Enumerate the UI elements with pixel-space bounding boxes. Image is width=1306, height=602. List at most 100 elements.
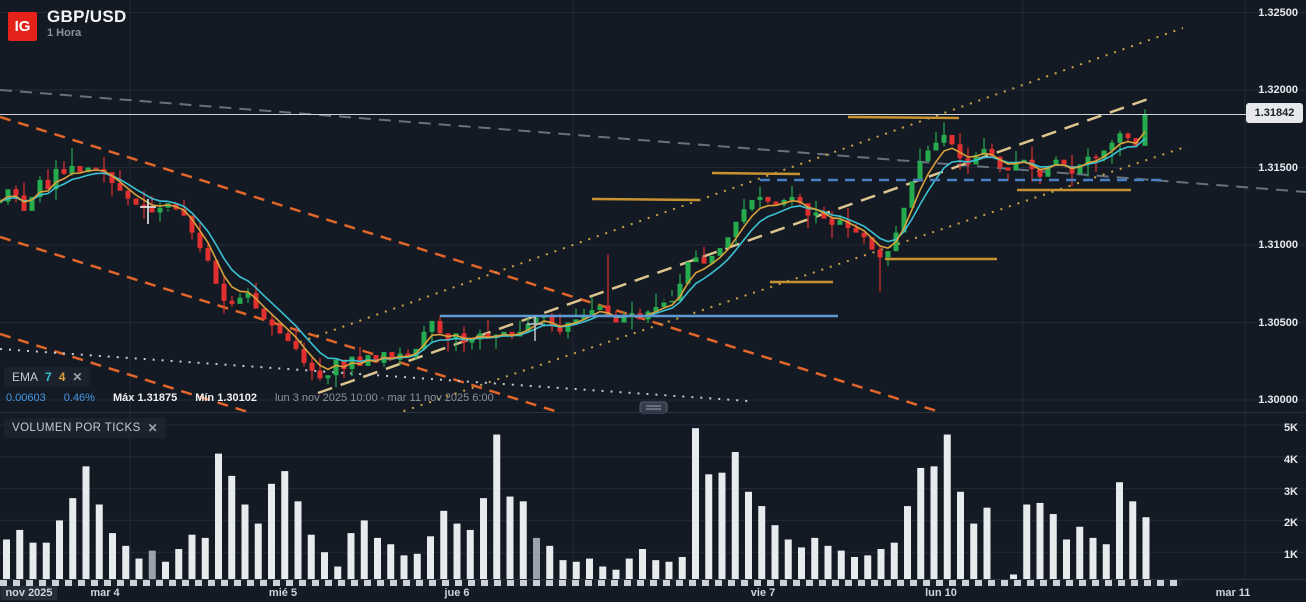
volume-bar (69, 498, 77, 584)
candle-body (237, 297, 243, 304)
candle-body (221, 283, 227, 301)
candle-body (1101, 150, 1107, 159)
candle-body (877, 249, 883, 258)
candle-body (981, 148, 987, 156)
candle-body (1085, 156, 1091, 165)
candle-body (29, 196, 35, 211)
gold-seg-5[interactable] (847, 115, 960, 120)
candle-body (325, 375, 331, 379)
volume-bar (917, 467, 925, 584)
volume-panel-legend[interactable]: VOLUMEN POR TICKS ✕ (4, 418, 167, 438)
candle-body (205, 248, 211, 261)
ema-indicator-legend[interactable]: EMA 7 4 ✕ (4, 367, 91, 387)
candle-body (701, 257, 707, 264)
time-axis-label: lun 10 (925, 587, 957, 599)
ema-close-icon[interactable]: ✕ (72, 370, 83, 384)
gray-descending-dashed[interactable] (0, 89, 1306, 193)
ema-label: EMA (12, 370, 39, 384)
candle-body (309, 362, 315, 371)
price-axis-label: 1.31000 (1258, 239, 1298, 251)
volume-bar (466, 529, 474, 584)
candle-body (197, 232, 203, 249)
volume-bar (718, 472, 726, 584)
orange-channel-upper[interactable] (0, 115, 941, 413)
candle-body (1142, 114, 1148, 146)
orange-channel-mid[interactable] (0, 235, 559, 413)
candle-body (421, 331, 427, 349)
panel-divider (0, 412, 1306, 413)
volume-bar (904, 506, 911, 584)
orange-channel-lower[interactable] (0, 332, 249, 413)
candle-body (613, 314, 619, 323)
price-axis-label: 1.31500 (1258, 161, 1298, 174)
candle-body (837, 220, 843, 225)
candle-body (789, 196, 795, 201)
candle-body (61, 169, 67, 174)
volume-bar (586, 558, 593, 584)
candle-body (757, 196, 763, 201)
candle-body (693, 257, 699, 263)
candle-body (957, 144, 963, 159)
candle-body (653, 307, 659, 312)
volume-bar (771, 525, 779, 584)
volume-bar (294, 501, 302, 584)
volume-bar (811, 537, 819, 584)
change-value: 0.00603 (6, 392, 46, 404)
volume-bar (241, 504, 249, 584)
volume-bar (890, 542, 898, 584)
volume-bar (851, 556, 858, 584)
volume-bar (135, 558, 143, 584)
volume-bar (837, 550, 845, 584)
volume-bar (307, 534, 315, 584)
price-axis-label: 1.32000 (1258, 84, 1298, 96)
gold-seg-2[interactable] (711, 171, 801, 176)
volume-bar (533, 537, 540, 584)
volume-bar (678, 556, 686, 584)
candle-body (749, 200, 755, 210)
candle-body (269, 319, 275, 326)
candle-body (1069, 165, 1075, 174)
candle-body (1077, 164, 1083, 174)
volume-bar (175, 549, 183, 584)
ema-7-line (0, 138, 1146, 363)
volume-axis-label: 2K (1283, 517, 1298, 530)
candle-body (261, 308, 267, 320)
axis-divider (0, 579, 1306, 580)
volume-bar (188, 534, 196, 584)
candle-body (621, 316, 627, 323)
candle-body (389, 351, 395, 360)
volume-bar (639, 549, 646, 584)
volume-bar (162, 561, 169, 584)
volume-bar (652, 560, 660, 584)
gold-seg-1[interactable] (591, 197, 701, 202)
volume-bar (864, 555, 872, 584)
session-max: Máx 1.31875 (112, 392, 178, 404)
candle-body (997, 156, 1003, 168)
date-range: lun 3 nov 2025 10:00 - mar 11 nov 2025 6… (274, 392, 494, 404)
volume-bar (546, 545, 554, 584)
candle-body (901, 207, 907, 233)
candle-body (525, 324, 531, 332)
volume-bar (95, 504, 103, 584)
volume-bar (930, 466, 938, 584)
candle-body (661, 302, 667, 307)
time-scrollbar[interactable] (0, 579, 1183, 586)
candle-body (1109, 142, 1115, 151)
panel-resize-handle[interactable] (639, 401, 668, 414)
candle-body (293, 341, 299, 349)
candle-body (253, 293, 259, 309)
volume-bar (493, 434, 501, 584)
volume-bar (1089, 537, 1097, 584)
volume-bar (758, 506, 766, 584)
volume-bar (440, 510, 448, 584)
volume-bar (480, 498, 487, 584)
gold-dotted-upper[interactable] (299, 27, 1184, 343)
candles-layer (0, 109, 1148, 388)
session-stats-bar: 0.00603 0.46% Máx 1.31875 Mín 1.30102 lu… (6, 392, 494, 404)
candle-body (1117, 133, 1123, 143)
volume-bar (877, 549, 885, 584)
volume-bar (427, 536, 434, 584)
volume-close-icon[interactable]: ✕ (147, 421, 159, 435)
candle-body (989, 148, 995, 157)
